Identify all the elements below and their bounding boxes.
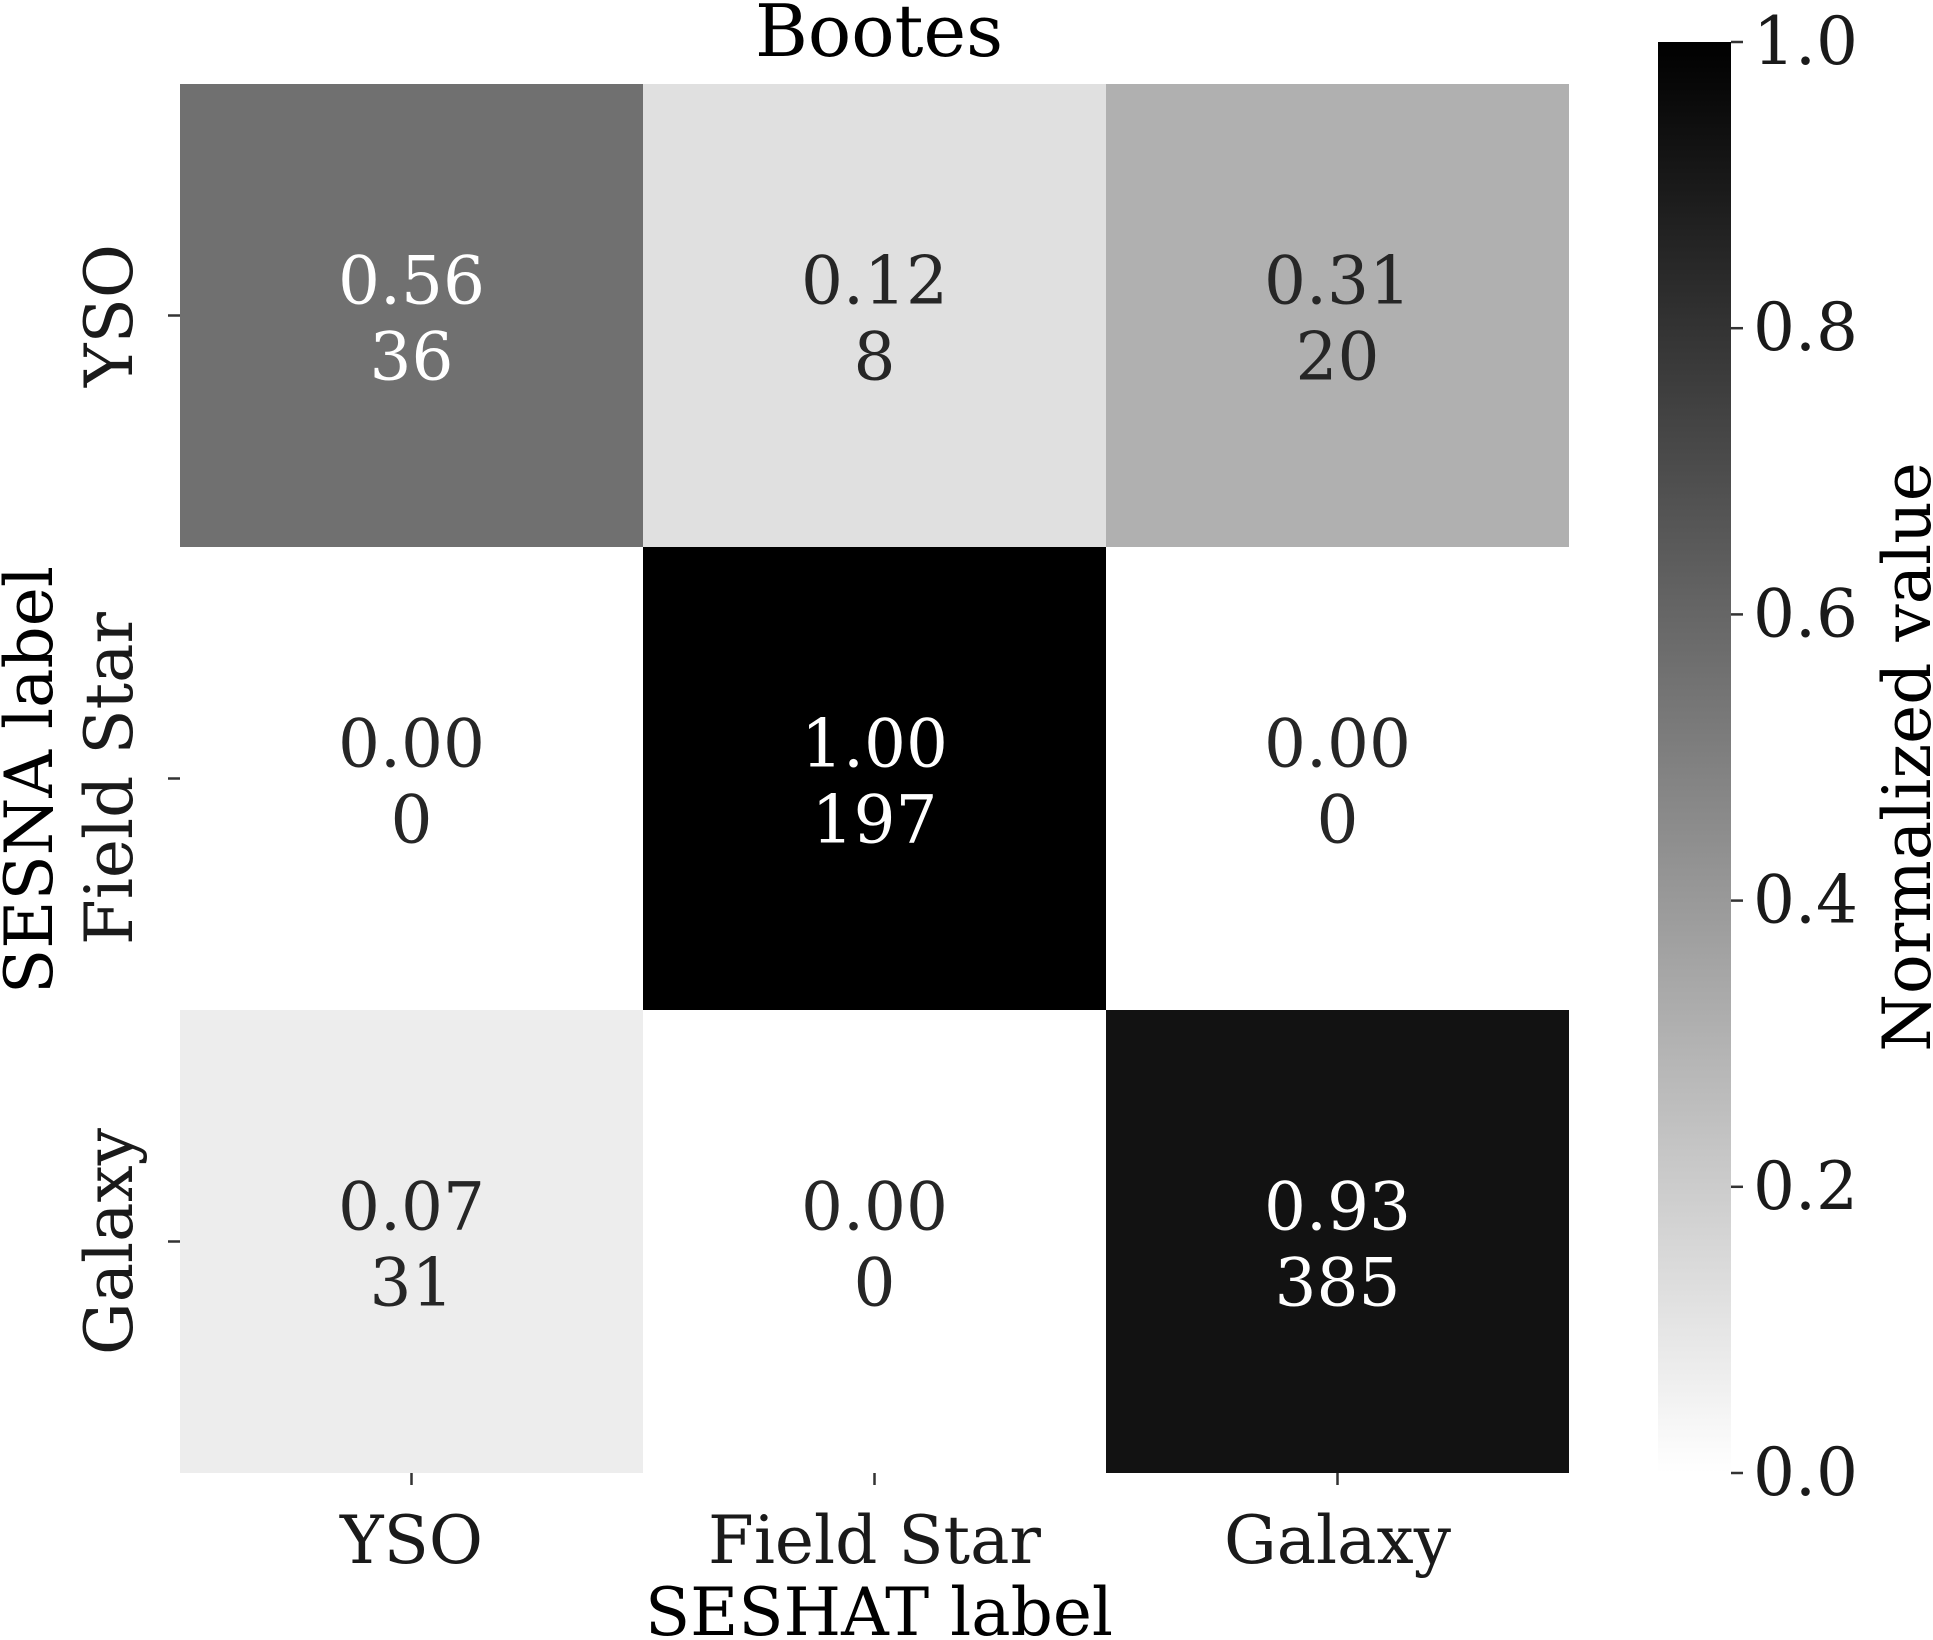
- y-tick-label: Field Star: [71, 612, 148, 945]
- x-axis-label: SESHAT label: [645, 1574, 1113, 1640]
- colorbar-tick-label: 0.0: [1753, 1434, 1858, 1511]
- heatmap-cell: [180, 1010, 643, 1473]
- cell-normalized-label: 0.00: [1264, 706, 1411, 783]
- cell-normalized-label: 1.00: [801, 706, 948, 783]
- y-axis: YSO Field Star Galaxy: [71, 244, 180, 1355]
- heatmap-cell: [1106, 84, 1569, 547]
- cell-normalized-label: 0.12: [801, 243, 948, 320]
- cell-normalized-label: 0.31: [1264, 243, 1411, 320]
- colorbar: 0.0 0.2 0.4 0.6 0.8 1.0: [1658, 3, 1858, 1511]
- heatmap-cell: [1106, 547, 1569, 1010]
- colorbar-tick-label: 1.0: [1753, 3, 1858, 80]
- x-tick-label: YSO: [339, 1502, 483, 1579]
- heatmap-cell: [180, 84, 643, 547]
- cell-normalized-label: 0.07: [338, 1169, 485, 1246]
- cell-count-label: 31: [370, 1245, 454, 1322]
- cell-count-label: 197: [812, 782, 938, 859]
- cell-count-label: 8: [854, 319, 896, 396]
- heatmap-cell: [643, 84, 1106, 547]
- y-tick-label: Galaxy: [71, 1127, 148, 1355]
- colorbar-tick-label: 0.2: [1753, 1148, 1858, 1225]
- colorbar-tick-label: 0.8: [1753, 289, 1858, 366]
- cell-count-label: 20: [1296, 319, 1380, 396]
- x-axis: YSO Field Star Galaxy: [339, 1473, 1452, 1579]
- x-tick-label: Field Star: [708, 1502, 1041, 1579]
- heatmap-cell: [180, 547, 643, 1010]
- x-tick-label: Galaxy: [1224, 1502, 1452, 1579]
- cell-normalized-label: 0.93: [1264, 1169, 1411, 1246]
- y-axis-label: SESNA label: [0, 566, 68, 994]
- cell-count-label: 0: [854, 1245, 896, 1322]
- colorbar-label: Normalized value: [1869, 462, 1933, 1052]
- cell-normalized-label: 0.56: [338, 243, 485, 320]
- cell-count-label: 385: [1275, 1245, 1401, 1322]
- chart-title: Bootes: [755, 0, 1003, 73]
- cell-normalized-label: 0.00: [338, 706, 485, 783]
- colorbar-gradient: [1658, 42, 1731, 1473]
- heatmap-cell: [1106, 1010, 1569, 1473]
- colorbar-tick-label: 0.6: [1753, 575, 1858, 652]
- heatmap-cell: [643, 547, 1106, 1010]
- heatmap-cells: 0.56360.1280.31200.0001.001970.0000.0731…: [180, 84, 1569, 1473]
- heatmap-cell: [643, 1010, 1106, 1473]
- cell-count-label: 0: [1317, 782, 1359, 859]
- cell-normalized-label: 0.00: [801, 1169, 948, 1246]
- y-tick-label: YSO: [71, 244, 148, 388]
- colorbar-tick-label: 0.4: [1753, 862, 1858, 939]
- cell-count-label: 0: [391, 782, 433, 859]
- cell-count-label: 36: [370, 319, 454, 396]
